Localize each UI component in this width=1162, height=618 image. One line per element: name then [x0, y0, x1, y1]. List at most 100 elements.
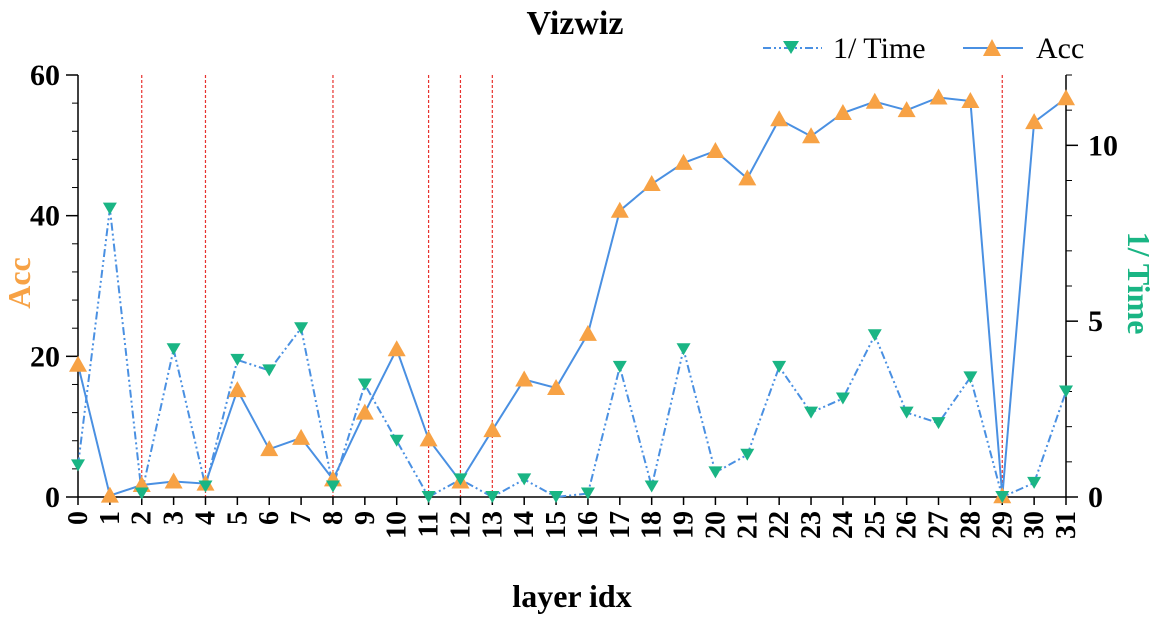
right-y-axis-label: 1/ Time [1121, 232, 1157, 335]
right-y-ticks: 0 5 10 [1066, 74, 1118, 514]
x-tick-label: 13 [477, 511, 508, 539]
x-tick-label: 6 [254, 511, 285, 525]
data-point-acc [738, 169, 757, 186]
data-point-time [198, 480, 213, 493]
right-tick-label: 0 [1088, 481, 1103, 514]
x-tick-label: 28 [955, 511, 986, 539]
x-tick-label: 12 [445, 511, 476, 539]
data-point-time [963, 371, 978, 384]
data-point-time [835, 392, 850, 405]
data-point-acc [292, 428, 311, 445]
legend-marker-time [783, 41, 799, 54]
x-tick-label: 26 [892, 511, 923, 539]
data-point-time [612, 360, 627, 373]
data-point-acc [929, 88, 948, 105]
x-tick-label: 22 [764, 511, 795, 539]
x-tick-label: 15 [541, 511, 572, 539]
data-point-acc [642, 175, 661, 192]
data-point-time [294, 322, 309, 335]
x-tick-label: 25 [860, 511, 891, 539]
data-point-time [453, 473, 468, 486]
data-point-acc [228, 381, 247, 398]
x-tick-label: 7 [286, 511, 317, 525]
data-point-acc [610, 201, 629, 218]
x-tick-label: 17 [605, 511, 636, 539]
right-tick-label: 5 [1088, 305, 1103, 338]
data-point-time [899, 406, 914, 419]
x-tick-label: 18 [637, 511, 668, 539]
data-point-time [389, 434, 404, 447]
data-point-time [421, 491, 436, 503]
data-point-time [708, 466, 723, 479]
data-point-acc [833, 103, 852, 120]
series-line-acc [77, 96, 1067, 497]
x-tick-label: 27 [924, 511, 955, 539]
x-tick-label: 24 [828, 511, 859, 539]
x-tick-label: 23 [796, 511, 827, 539]
data-point-acc [260, 440, 279, 457]
series [69, 88, 1075, 504]
data-point-time [517, 473, 532, 486]
right-tick-label: 10 [1088, 129, 1118, 162]
data-point-time [644, 480, 659, 493]
x-tick-label: 11 [414, 511, 445, 537]
data-point-time [931, 417, 946, 430]
x-tick-label: 5 [222, 511, 253, 525]
data-point-acc [69, 355, 87, 372]
legend-label-acc: Acc [1036, 32, 1084, 65]
x-tick-label: 9 [350, 511, 381, 525]
left-tick-label: 60 [30, 59, 60, 92]
x-tick-label: 21 [732, 511, 763, 539]
left-y-axis-label: Acc [1, 257, 37, 309]
data-point-time [995, 491, 1010, 503]
data-point-acc [419, 430, 438, 447]
chart-title: Vizwiz [527, 5, 624, 42]
x-axis-label: layer idx [512, 578, 631, 614]
x-ticks: 0 1 2 3 4 5 6 7 8 9 10 11 12 13 14 15 16 17 18 19 20 21 22 23 24… [63, 497, 1082, 539]
x-tick-label: 0 [63, 511, 94, 525]
x-tick-label: 20 [700, 511, 731, 539]
x-tick-label: 30 [1019, 511, 1050, 539]
data-point-acc [897, 101, 916, 118]
left-tick-label: 0 [45, 481, 60, 514]
data-point-acc [674, 153, 693, 170]
data-point-time [804, 406, 819, 419]
data-point-acc [1057, 89, 1075, 106]
series-line-time [77, 208, 1067, 499]
x-tick-label: 31 [1051, 511, 1082, 539]
data-point-acc [802, 127, 821, 144]
data-point-time [71, 459, 85, 472]
data-point-time [740, 448, 755, 461]
data-point-acc [515, 370, 534, 387]
data-point-time [485, 491, 500, 503]
data-point-acc [865, 92, 884, 109]
data-point-acc [483, 421, 502, 438]
highlight-lines [141, 75, 1003, 497]
data-point-time [676, 343, 691, 356]
x-tick-label: 10 [382, 511, 413, 539]
data-point-acc [1025, 113, 1044, 130]
data-point-time [262, 364, 277, 377]
data-point-time [580, 487, 595, 500]
x-tick-label: 8 [318, 511, 349, 525]
data-point-time [549, 491, 564, 503]
data-point-acc [770, 110, 789, 127]
data-point-time [1027, 476, 1042, 489]
data-point-acc [387, 340, 406, 357]
data-point-acc [578, 324, 597, 341]
left-tick-label: 20 [30, 340, 60, 373]
data-point-time [230, 353, 245, 366]
legend-label-time: 1/ Time [833, 32, 926, 65]
data-point-time [134, 487, 149, 500]
left-y-ticks: 0 20 40 60 [30, 59, 78, 514]
x-tick-label: 16 [573, 511, 604, 539]
data-point-acc [706, 141, 725, 158]
data-point-acc [961, 92, 980, 109]
x-tick-label: 19 [669, 511, 700, 539]
data-point-acc [100, 486, 119, 503]
data-point-time [1059, 385, 1073, 398]
data-point-acc [547, 378, 566, 395]
data-point-time [102, 202, 117, 215]
